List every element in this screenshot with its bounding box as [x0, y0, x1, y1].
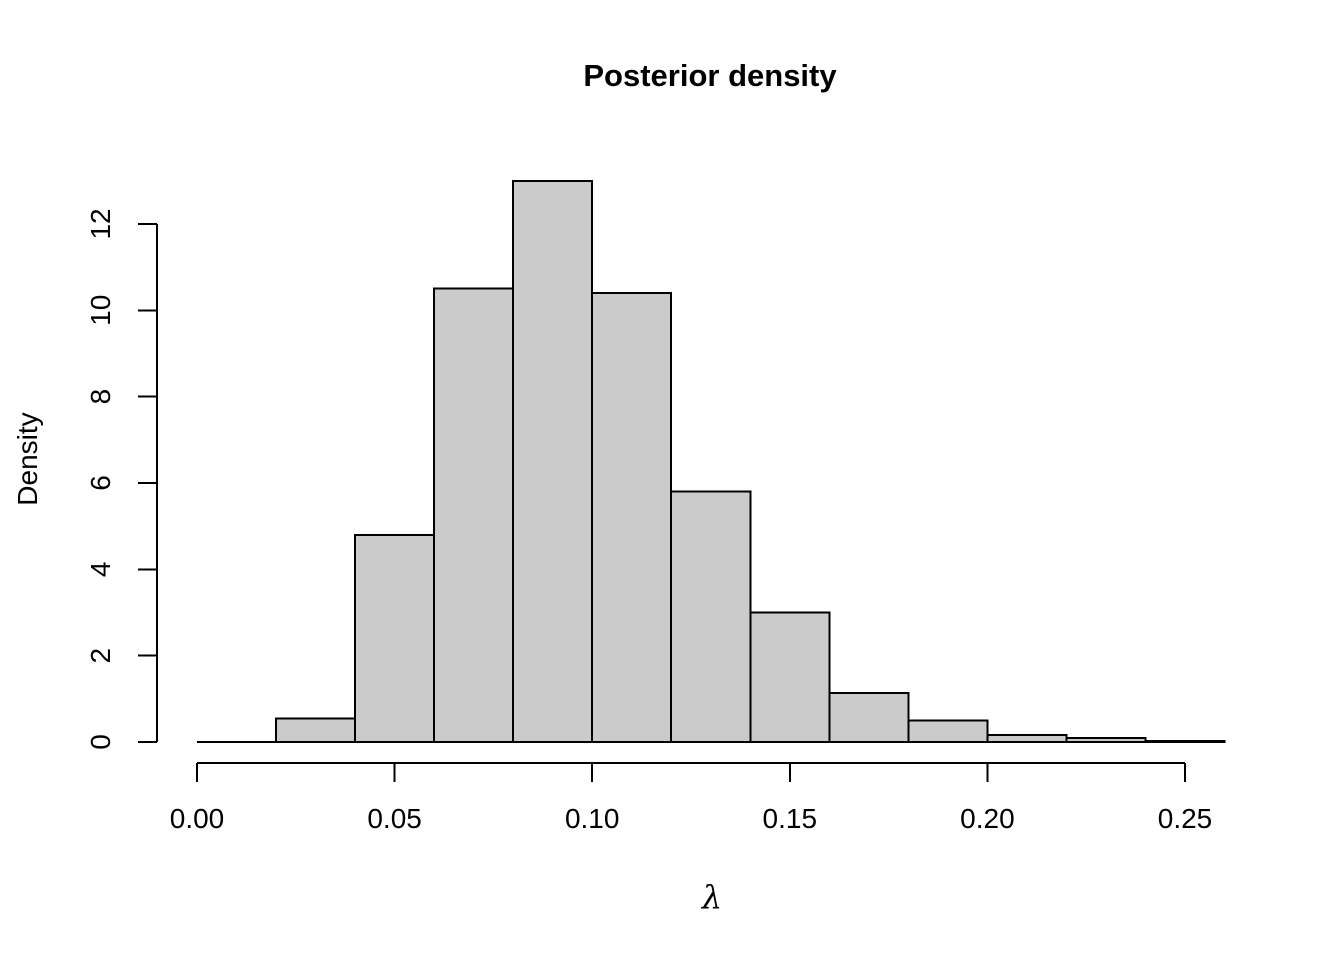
x-axis-tick-label: 0.20 [960, 803, 1015, 834]
histogram-bar [433, 287, 515, 743]
x-axis-tick-label: 0.15 [763, 803, 818, 834]
y-axis-tick-label: 6 [85, 475, 116, 491]
histogram-bar [591, 292, 673, 743]
x-axis-label: λ [700, 878, 722, 916]
histogram-bar [354, 533, 436, 743]
y-axis-tick-label: 8 [85, 389, 116, 405]
y-axis-tick-label: 4 [85, 562, 116, 578]
histogram-bar [749, 611, 831, 743]
y-axis-tick-label: 10 [85, 295, 116, 326]
x-axis-group: 0.00 0.05 0.10 0.15 0.20 0.25 [170, 762, 1213, 834]
y-axis-label: Density [12, 412, 43, 505]
x-axis-tick-label: 0.00 [170, 803, 225, 834]
x-axis-tick-label: 0.10 [565, 803, 620, 834]
histogram-bar [512, 179, 594, 744]
y-axis-group: 0 2 4 6 8 10 12 [85, 208, 158, 750]
histogram-bar [828, 692, 910, 743]
y-axis-tick-label: 0 [85, 734, 116, 750]
histogram-bars-group [197, 179, 1226, 744]
histogram-bar [986, 734, 1068, 743]
histogram-bar [670, 490, 752, 744]
x-axis-tick-label: 0.25 [1158, 803, 1213, 834]
histogram-bar [907, 719, 989, 743]
y-axis-tick-label: 12 [85, 208, 116, 239]
y-axis-tick-label: 2 [85, 648, 116, 664]
x-axis-tick-label: 0.05 [367, 803, 422, 834]
chart-title: Posterior density [583, 58, 837, 93]
histogram-bar [275, 717, 357, 743]
